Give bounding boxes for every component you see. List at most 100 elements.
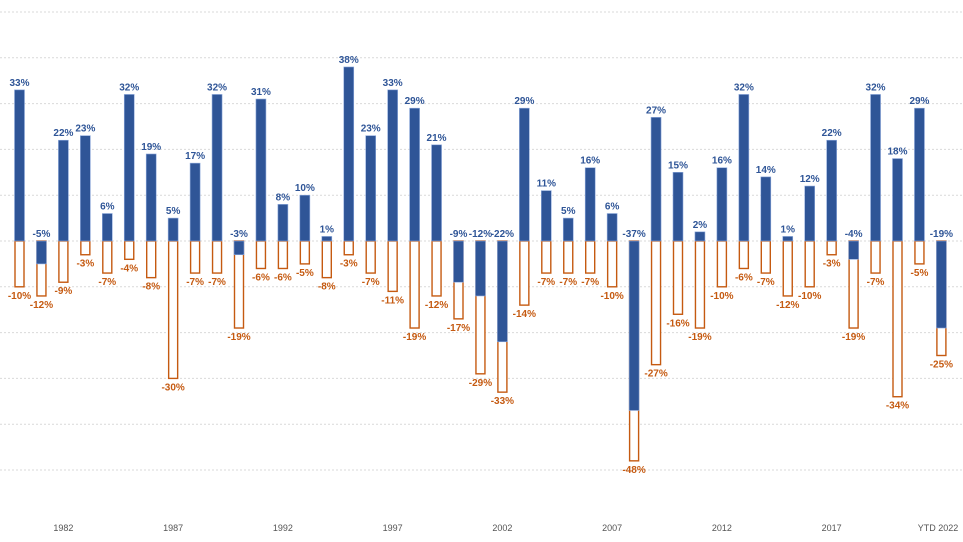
drawdown-label: -12% (776, 300, 799, 311)
drawdown-bar (277, 240, 289, 270)
drawdown-bar (365, 240, 376, 274)
return-bar (672, 172, 684, 242)
drawdown-bar (189, 240, 201, 274)
drawdown-bar (124, 240, 135, 261)
return-label: 29% (405, 96, 425, 107)
x-tick-label: 2007 (602, 523, 622, 533)
drawdown-bar (606, 240, 618, 288)
return-label: 32% (207, 82, 227, 93)
drawdown-label: -3% (823, 259, 841, 270)
drawdown-bar (167, 240, 179, 380)
drawdown-label: -7% (581, 277, 599, 288)
return-bar (826, 139, 837, 242)
drawdown-label: -30% (161, 382, 184, 393)
return-label: 31% (251, 87, 271, 98)
drawdown-label: -6% (735, 272, 753, 283)
return-bar (123, 94, 135, 242)
return-bar (277, 204, 289, 242)
drawdown-label: -6% (252, 272, 270, 283)
drawdown-label: -16% (666, 318, 689, 329)
drawdown-label: -9% (55, 286, 73, 297)
return-bar (760, 176, 772, 242)
x-tick-label: 2002 (492, 523, 512, 533)
bars (14, 66, 947, 462)
drawdown-label: -7% (757, 277, 775, 288)
return-label: 15% (668, 160, 688, 171)
return-bar (321, 236, 333, 242)
return-bar (211, 94, 223, 242)
return-label: 1% (320, 224, 335, 235)
return-bar (80, 135, 91, 242)
drawdown-label: -7% (186, 277, 204, 288)
return-bar (36, 240, 47, 265)
return-bar (519, 107, 530, 242)
drawdown-label: -10% (8, 291, 31, 302)
return-bar (562, 217, 574, 242)
drawdown-label: -8% (318, 282, 336, 293)
drawdown-label: -7% (208, 277, 226, 288)
drawdown-label: -7% (559, 277, 577, 288)
return-label: 23% (75, 124, 95, 135)
drawdown-bar (914, 240, 925, 265)
drawdown-bar (102, 240, 113, 274)
return-bar (540, 190, 552, 242)
return-bar (848, 240, 859, 260)
drawdown-label: -3% (340, 259, 358, 270)
return-label: 5% (166, 206, 181, 217)
drawdown-bar (387, 240, 398, 293)
return-label: -22% (491, 229, 514, 240)
return-bar (870, 94, 881, 242)
drawdown-label: -12% (30, 300, 53, 311)
drawdown-label: -6% (274, 272, 292, 283)
return-bar (936, 240, 947, 329)
drawdown-label: -19% (842, 332, 865, 343)
return-label: 16% (580, 156, 600, 167)
return-label: -19% (930, 229, 953, 240)
return-label: 27% (646, 105, 666, 116)
drawdown-bar (870, 240, 881, 274)
drawdown-bar (672, 240, 684, 315)
drawdown-bar (716, 240, 728, 288)
drawdown-label: -14% (513, 309, 536, 320)
drawdown-bar (738, 240, 750, 270)
return-bar (387, 89, 398, 242)
return-label: 17% (185, 151, 205, 162)
return-bar (453, 240, 464, 283)
return-label: 2% (693, 220, 708, 231)
return-bar (102, 213, 113, 242)
return-label: -9% (450, 229, 468, 240)
drawdown-bar (431, 240, 442, 297)
return-label: 23% (361, 124, 381, 135)
drawdown-label: -25% (930, 360, 953, 371)
drawdown-label: -7% (867, 277, 885, 288)
drawdown-bar (694, 240, 706, 329)
return-bar (892, 158, 903, 242)
drawdown-bar (299, 240, 311, 265)
drawdown-bar (145, 240, 157, 279)
x-tick-label: YTD 2022 (918, 523, 959, 533)
drawdown-bar (343, 240, 354, 256)
drawdown-label: -7% (98, 277, 116, 288)
return-bar (58, 139, 69, 242)
return-label: 29% (514, 96, 534, 107)
return-label: 19% (141, 142, 161, 153)
return-bar (14, 89, 25, 242)
drawdown-label: -29% (469, 378, 492, 389)
drawdown-label: -17% (447, 323, 470, 334)
return-label: 22% (53, 128, 73, 139)
drawdown-label: -10% (600, 291, 623, 302)
return-label: 16% (712, 156, 732, 167)
drawdown-label: -19% (403, 332, 426, 343)
return-label: 21% (427, 133, 447, 144)
return-bar (738, 94, 750, 242)
drawdown-label: -7% (537, 277, 555, 288)
return-label: 1% (781, 224, 796, 235)
return-label: -5% (33, 229, 51, 240)
x-tick-label: 1992 (273, 523, 293, 533)
drawdown-bar (563, 240, 574, 274)
return-bar (782, 236, 794, 242)
return-bar (299, 194, 311, 242)
return-bar (409, 107, 420, 242)
drawdown-bar (650, 240, 662, 366)
